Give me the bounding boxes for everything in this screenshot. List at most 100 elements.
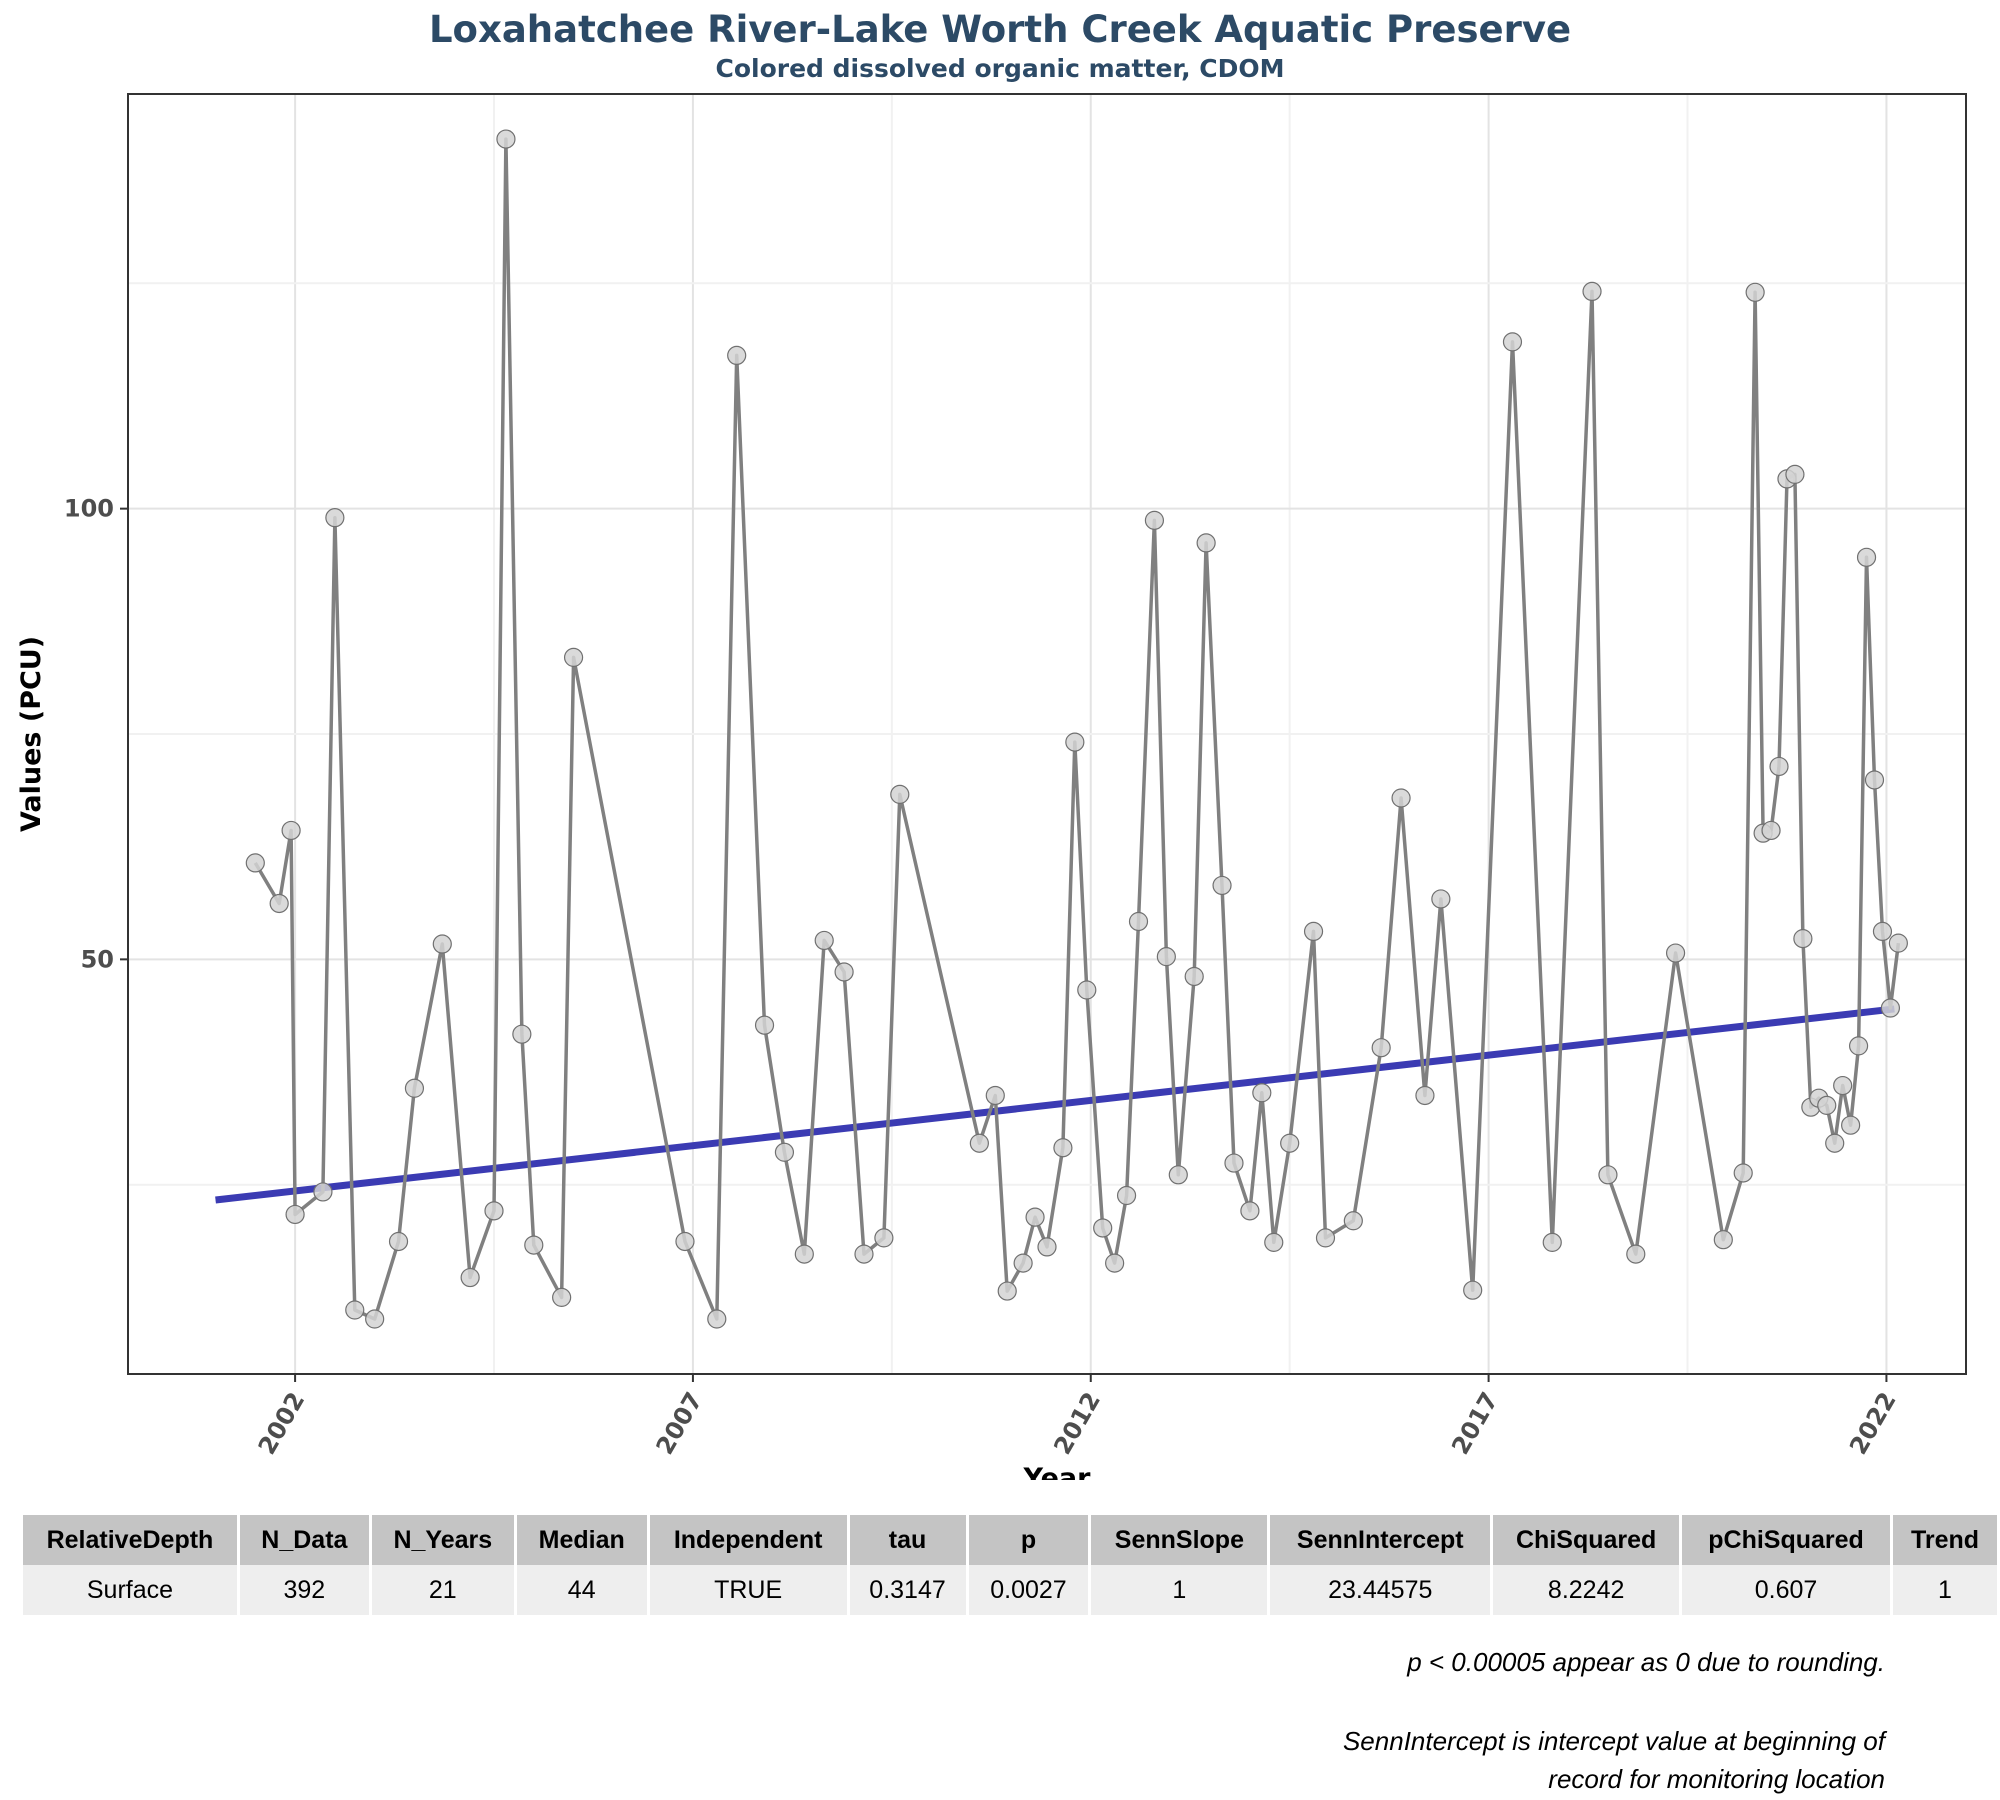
header-n-data: N_Data xyxy=(239,1515,369,1565)
footnote-intercept-line2: record for monitoring location xyxy=(1548,1764,1885,1794)
data-point xyxy=(985,1085,1005,1106)
data-point xyxy=(874,1228,894,1248)
data-point xyxy=(1303,921,1324,942)
data-point xyxy=(1713,1230,1733,1250)
data-point xyxy=(1013,1253,1033,1273)
cell-relativedepth: Surface xyxy=(23,1565,237,1615)
header-trend: Trend xyxy=(1892,1515,1997,1565)
data-point xyxy=(1833,1075,1853,1096)
chart-subtitle: Colored dissolved organic matter, CDOM xyxy=(715,54,1285,83)
data-point xyxy=(1793,929,1813,949)
y-tick-label: 100 xyxy=(64,495,114,523)
data-point xyxy=(1224,1153,1244,1173)
data-point xyxy=(1872,921,1893,942)
data-point xyxy=(1785,464,1805,484)
table-row: Surface 392 21 44 TRUE 0.3147 0.0027 1 2… xyxy=(23,1565,1997,1615)
cell-sennslope: 1 xyxy=(1091,1565,1268,1615)
data-point xyxy=(313,1182,333,1202)
line-chart: 2002 2007 2012 2017 2022 50 100 Year Values (P… xyxy=(16,93,1967,1480)
data-point xyxy=(484,1201,504,1221)
header-independent: Independent xyxy=(649,1515,847,1565)
data-point xyxy=(496,129,516,149)
header-relativedepth: RelativeDepth xyxy=(23,1515,237,1565)
data-point xyxy=(1280,1133,1300,1153)
data-point xyxy=(1037,1237,1057,1257)
cell-trend: 1 xyxy=(1892,1565,1997,1615)
title-block: Loxahatchee River-Lake Worth Creek Aquat… xyxy=(0,6,2000,84)
cell-n-years: 21 xyxy=(371,1565,514,1615)
data-point xyxy=(1025,1207,1045,1227)
data-point xyxy=(563,647,584,667)
data-point xyxy=(997,1281,1017,1301)
data-point xyxy=(1769,756,1789,777)
data-point xyxy=(245,853,265,873)
cell-independent: TRUE xyxy=(649,1565,847,1615)
series-layer xyxy=(245,129,1908,1329)
data-point xyxy=(890,784,910,804)
data-point xyxy=(1196,533,1216,553)
x-tick-label: 2007 xyxy=(651,1387,709,1459)
x-axis-title: Year xyxy=(1023,1463,1092,1480)
data-point xyxy=(1391,788,1411,808)
data-point xyxy=(1841,1115,1861,1135)
y-tick-label: 50 xyxy=(81,945,114,973)
cell-p: 0.0027 xyxy=(968,1565,1089,1615)
data-point xyxy=(1264,1232,1284,1252)
data-point xyxy=(285,1204,305,1225)
data-point xyxy=(727,345,747,366)
data-point xyxy=(854,1244,874,1264)
data-point xyxy=(524,1235,544,1255)
data-point xyxy=(404,1078,425,1098)
data-point xyxy=(675,1231,695,1252)
data-point xyxy=(774,1142,795,1162)
data-point xyxy=(432,934,452,954)
cell-chisquared: 8.2242 xyxy=(1493,1565,1680,1615)
x-tick-label: 2017 xyxy=(1446,1387,1504,1459)
data-point xyxy=(969,1133,989,1153)
table-header-row: RelativeDepth N_Data N_Years Median Inde… xyxy=(23,1515,1997,1565)
data-point xyxy=(754,1015,775,1035)
cell-median: 44 xyxy=(516,1565,647,1615)
grid-lines xyxy=(128,94,1966,1374)
stats-table: RelativeDepth N_Data N_Years Median Inde… xyxy=(20,1515,2000,1615)
y-axis-title: Values (PCU) xyxy=(16,636,47,832)
data-point xyxy=(1848,1036,1869,1056)
data-point xyxy=(1502,332,1523,352)
data-point xyxy=(1184,966,1204,987)
data-point xyxy=(1093,1218,1113,1238)
data-point xyxy=(1144,510,1165,530)
data-point xyxy=(1825,1133,1845,1153)
x-tick-label: 2012 xyxy=(1048,1387,1106,1459)
data-point xyxy=(345,1300,365,1320)
header-p: p xyxy=(968,1515,1089,1565)
data-point xyxy=(1542,1232,1562,1252)
data-point xyxy=(460,1267,480,1288)
chart-title: Loxahatchee River-Lake Worth Creek Aquat… xyxy=(428,8,1572,51)
data-point xyxy=(388,1231,409,1252)
data-point xyxy=(1665,943,1686,963)
data-point xyxy=(269,893,289,914)
data-point xyxy=(1105,1253,1125,1273)
data-point xyxy=(1415,1085,1435,1106)
header-n-years: N_Years xyxy=(371,1515,514,1565)
data-point xyxy=(281,820,301,841)
data-point xyxy=(1240,1201,1260,1221)
data-point xyxy=(1888,933,1908,953)
data-point xyxy=(1626,1244,1646,1264)
data-point xyxy=(814,930,834,951)
cell-n-data: 392 xyxy=(239,1565,369,1615)
cell-sennintercept: 23.44575 xyxy=(1270,1565,1491,1615)
data-point xyxy=(707,1309,727,1329)
data-point xyxy=(325,508,345,528)
header-sennslope: SennSlope xyxy=(1091,1515,1268,1565)
header-pchisquared: pChiSquared xyxy=(1682,1515,1890,1565)
data-point xyxy=(1315,1228,1336,1248)
x-tick-label: 2002 xyxy=(253,1387,311,1459)
data-point xyxy=(1128,911,1149,932)
data-point xyxy=(512,1024,532,1044)
cell-tau: 0.3147 xyxy=(849,1565,966,1615)
cell-pchisquared: 0.607 xyxy=(1682,1565,1890,1615)
data-point xyxy=(1880,998,1901,1018)
data-point xyxy=(1053,1138,1073,1158)
data-point xyxy=(1598,1165,1618,1185)
